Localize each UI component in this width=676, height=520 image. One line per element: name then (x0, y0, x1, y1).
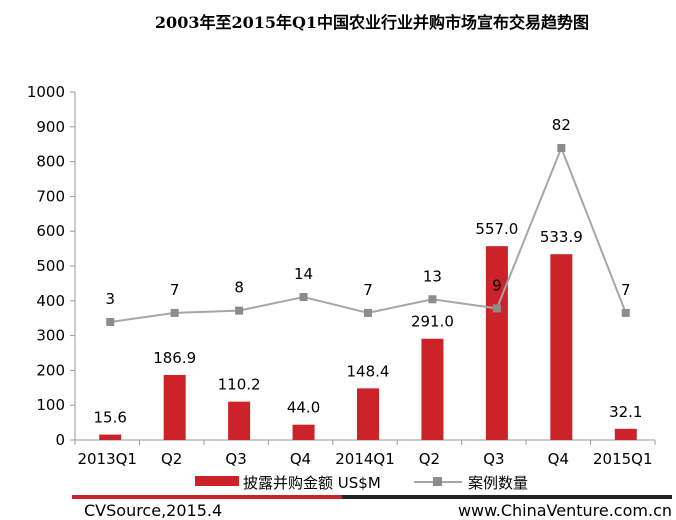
x-tick-label: Q2 (161, 450, 182, 468)
y-tick-label: 500 (36, 257, 65, 275)
bar-value-label: 148.4 (347, 362, 390, 380)
bar-value-label: 32.1 (609, 403, 642, 421)
bar-value-label: 15.6 (94, 409, 127, 427)
line-marker (235, 306, 244, 315)
x-tick-label: Q3 (483, 450, 504, 468)
line-marker (106, 318, 115, 326)
line-marker (364, 308, 372, 317)
y-tick-label: 1000 (27, 83, 65, 101)
y-tick-label: 800 (36, 153, 65, 171)
x-tick-label: 2015Q1 (593, 450, 653, 468)
y-tick-label: 300 (36, 327, 65, 345)
footer-bar-dark (342, 495, 672, 499)
line-marker (621, 308, 630, 317)
bar (163, 374, 186, 440)
y-tick-label: 100 (36, 396, 65, 414)
line-marker (170, 308, 179, 317)
x-tick-label: 2014Q1 (335, 450, 395, 468)
bar-value-label: 110.2 (218, 376, 261, 394)
line-value-label: 7 (170, 281, 180, 299)
line-marker (428, 295, 437, 304)
bar (550, 254, 573, 440)
line-marker (299, 293, 308, 301)
axes: 0 100 200 300 400 500 600 700 800 900 1000 2013Q1 Q2… (27, 83, 656, 468)
legend-label-bars: 披露并购金额 US$M (243, 474, 381, 492)
x-tick-label: Q4 (290, 450, 311, 468)
x-tick-label: Q2 (419, 450, 440, 468)
bar-value-label: 533.9 (540, 228, 583, 246)
bar (292, 424, 315, 440)
y-tick-label: 200 (36, 361, 65, 379)
chart-title: 2003年至2015年Q1中国农业行业并购市场宣布交易趋势图 (155, 13, 589, 32)
y-tick-label: 400 (36, 292, 65, 310)
bar (614, 428, 637, 440)
bar (485, 246, 508, 440)
bar-series (99, 246, 637, 440)
y-tick-label: 700 (36, 187, 65, 205)
footer-website: www.ChinaVenture.com.cn (458, 501, 672, 520)
bar-value-label: 291.0 (411, 313, 454, 331)
footer-bar-red (72, 495, 342, 499)
footer-source: CVSource,2015.4 (84, 501, 222, 520)
line-marker (492, 304, 501, 313)
legend-swatch-bars (195, 476, 239, 486)
bar (357, 388, 379, 440)
line-marker (557, 144, 566, 152)
line-value-label: 14 (294, 265, 313, 283)
y-tick-label: 900 (36, 118, 65, 136)
y-tick-label: 600 (36, 222, 65, 240)
line-value-label: 7 (363, 281, 373, 299)
bar (99, 434, 122, 440)
legend-label-line: 案例数量 (468, 474, 528, 492)
x-tick-label: 2013Q1 (77, 450, 137, 468)
bar (228, 401, 251, 440)
line-value-label: 13 (423, 267, 442, 285)
line-series (106, 144, 630, 326)
bar-value-label: 186.9 (153, 349, 196, 367)
line-value-label: 7 (621, 281, 631, 299)
legend: 披露并购金额 US$M 案例数量 (195, 474, 528, 492)
line-value-label: 82 (552, 116, 571, 134)
bar-value-label: 557.0 (475, 220, 518, 238)
line-value-label: 8 (234, 279, 244, 297)
y-tick-label: 0 (55, 431, 65, 449)
line-value-label: 3 (105, 290, 115, 308)
bar (421, 338, 444, 440)
legend-marker-swatch (433, 477, 442, 486)
bar-value-label: 44.0 (287, 399, 320, 417)
line-value-label: 9 (492, 276, 502, 294)
data-labels: 15.6 186.9 110.2 44.0 148.4 291.0 557.0 533.9 32… (94, 116, 643, 427)
footer: CVSource,2015.4 www.ChinaVenture.com.cn (72, 495, 672, 520)
x-tick-label: Q4 (548, 450, 569, 468)
x-tick-label: Q3 (225, 450, 246, 468)
